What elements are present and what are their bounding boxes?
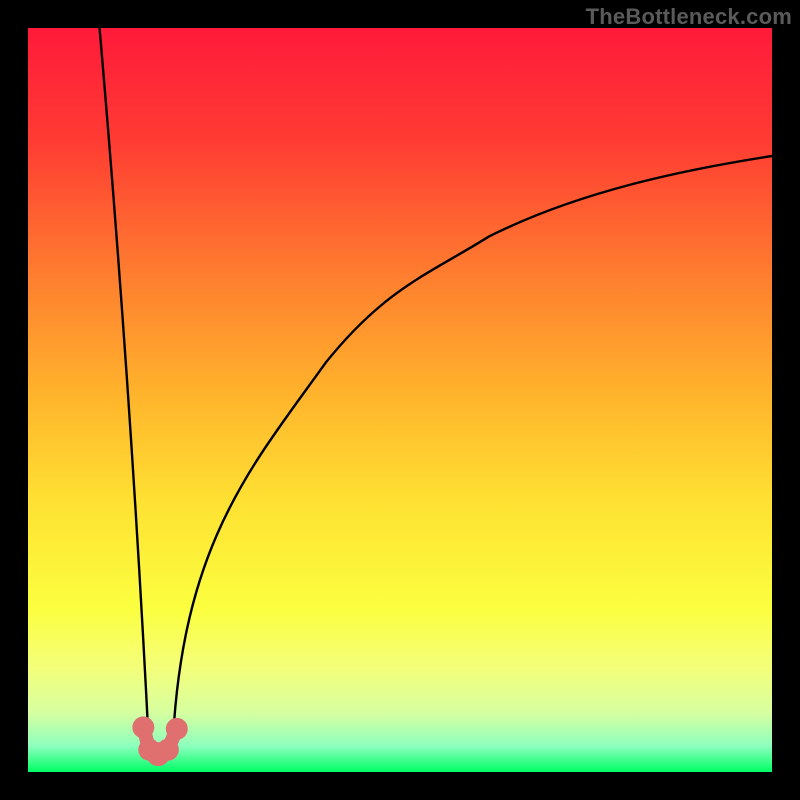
gradient-background (28, 28, 772, 772)
watermark-label: TheBottleneck.com (586, 4, 792, 30)
dip-marker (166, 718, 188, 740)
dip-marker (132, 716, 154, 738)
bottleneck-chart (0, 0, 800, 800)
dip-marker (157, 739, 179, 761)
chart-container: TheBottleneck.com (0, 0, 800, 800)
